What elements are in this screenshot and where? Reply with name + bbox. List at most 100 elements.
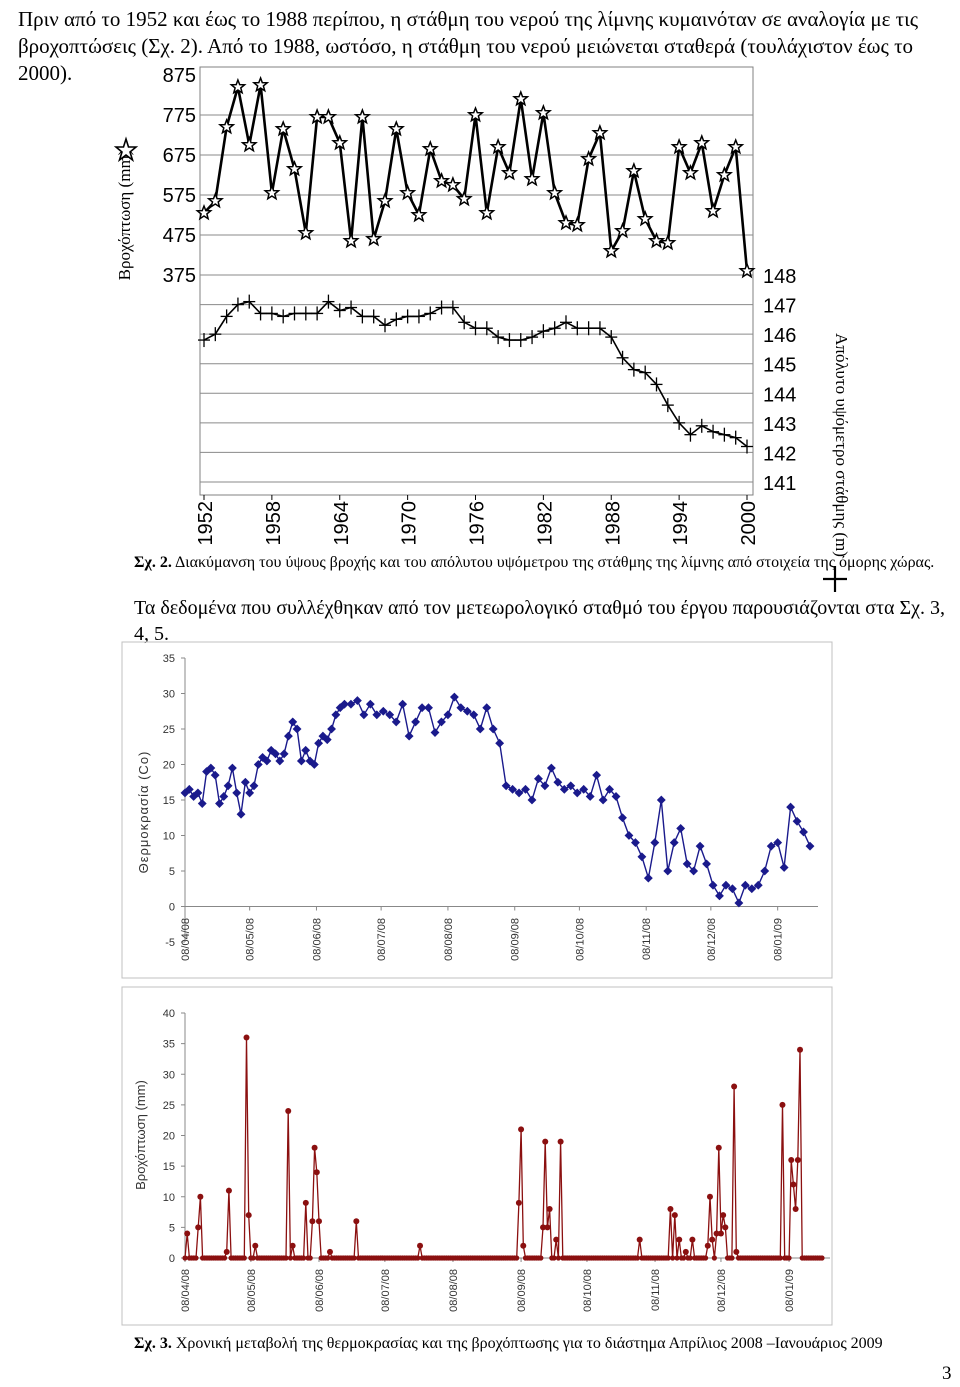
fig3b-xtick-label: 08/11/08	[650, 1269, 662, 1311]
fig3a-temperature-point	[734, 898, 744, 908]
fig3a-temperature-point	[592, 770, 602, 780]
fig2-rainfall-point	[274, 119, 292, 137]
fig3a-temperature-point	[682, 859, 692, 869]
fig3a-temperature-point	[689, 866, 699, 876]
fig3a-temperature-point	[456, 703, 466, 713]
fig3a-temperature-point	[327, 724, 336, 734]
fig3a-temperature-point	[385, 710, 395, 720]
fig3a-temperature-point	[727, 884, 737, 894]
fig3a-xtick-label: 08/08/08	[443, 918, 455, 961]
fig3a-temperature-point	[322, 735, 332, 745]
fig2-rainfall-point	[455, 189, 473, 207]
fig2-ytick-label: 675	[163, 145, 196, 167]
fig3a-temperature-point	[773, 838, 783, 848]
fig3a-temperature-point	[197, 799, 207, 808]
fig2-level-point	[492, 330, 505, 345]
fig2-level-point	[627, 362, 640, 377]
fig2-level-point	[560, 315, 572, 330]
fig3a-temperature-point	[663, 866, 673, 876]
fig2-xtick-label: 1958	[263, 501, 285, 546]
fig3b-rainfall-point	[779, 1101, 786, 1108]
fig2-xtick-label: 1964	[331, 501, 353, 546]
fig3b-rainfall-point	[794, 1157, 801, 1163]
fig3a-temperature-point	[245, 788, 255, 798]
fig3a-temperature-point	[702, 859, 711, 869]
fig3a-temperature-point	[249, 781, 259, 791]
fig3a-temperature-point	[740, 880, 750, 890]
fig3b-rainfall-point	[709, 1236, 716, 1243]
fig3a-temperature-point	[799, 827, 808, 837]
fig2-rainfall-point	[263, 183, 281, 201]
fig2-level-point	[345, 300, 358, 315]
fig2-rainfall-point	[738, 261, 756, 279]
fig3a-temperature-point	[566, 781, 576, 791]
fig2-rainfall-point	[206, 191, 225, 209]
fig2-xtick-label: 1952	[195, 501, 217, 546]
fig2-rainfall-point	[512, 89, 530, 107]
fig2-level-point	[571, 321, 584, 336]
fig3a-temperature-point	[637, 852, 647, 862]
fig3b-rainfall-point	[689, 1236, 696, 1243]
fig3a-ytick-label: 0	[169, 902, 175, 914]
fig2-rainfall-point	[602, 241, 620, 259]
fig2-rainfall-point	[308, 107, 326, 125]
fig3b-ytick-label: 25	[163, 1100, 175, 1112]
fig2-rainfall-point	[693, 133, 711, 151]
fig2-rainfall-point	[579, 149, 598, 167]
fig3a-temperature-point	[585, 792, 595, 801]
fig2-ytick-label: 775	[163, 105, 196, 127]
fig2-level-point	[480, 321, 493, 336]
fig2-level-point	[367, 309, 380, 324]
fig2-rainfall-point	[659, 233, 677, 251]
fig2-rainfall-point	[217, 117, 236, 135]
fig2-y2tick-label: 142	[763, 443, 796, 465]
fig3a-temperature-point	[540, 781, 550, 791]
fig2-rainfall-point	[444, 175, 462, 193]
fig3b-rainfall-point	[520, 1242, 527, 1249]
fig3b-rainfall-point	[540, 1224, 547, 1231]
fig3a-temperature-point	[210, 770, 220, 780]
fig2-level-point	[209, 327, 222, 342]
fig2-level-point	[582, 321, 595, 336]
fig3a-temperature-point	[346, 699, 356, 709]
fig3b-xtick-label: 08/01/09	[784, 1269, 796, 1312]
fig2-level-point	[469, 321, 482, 336]
fig2-y2tick-label: 147	[763, 296, 796, 318]
fig2-rainfall-point	[410, 205, 428, 223]
fig2-rainfall-point	[398, 183, 417, 201]
fig2-rainfall-point	[613, 221, 632, 239]
fig3b-rainfall-point	[302, 1199, 309, 1206]
fig3a-temperature-point	[508, 784, 518, 794]
fig2-level-point	[435, 300, 448, 315]
fig3b-ylabel: Βροχόπτωση (mm)	[133, 1080, 148, 1190]
fig3a-temperature-point	[279, 749, 289, 759]
fig3b-rainfall-point	[326, 1248, 333, 1255]
fig3a-temperature-point	[372, 710, 382, 720]
fig3a-temperature-point	[643, 873, 653, 883]
fig3b-rainfall-point	[353, 1218, 360, 1225]
fig2-level-point	[299, 306, 312, 321]
fig3a-temperature-point	[605, 784, 614, 794]
fig2-ytick-label: 475	[163, 225, 196, 247]
fig3a-temperature-point	[398, 699, 408, 709]
fig2-rainfall-point	[319, 107, 338, 125]
fig3a-temperature-point	[340, 699, 349, 709]
fig2-rainfall-point	[591, 123, 609, 141]
fig3b-rainfall-point	[223, 1248, 230, 1255]
fig3a-temperature-point	[352, 696, 362, 706]
fig2-rainfall-point	[421, 139, 439, 157]
fig3a-ytick-label: -5	[165, 937, 175, 949]
fig2-rainfall-point	[625, 161, 643, 179]
fig3b-rainfall-point	[676, 1236, 683, 1243]
fig2-rainfall-point	[240, 135, 258, 153]
fig3b-rainfall-point	[309, 1218, 316, 1225]
fig3a-temperature-point	[359, 710, 369, 720]
fig3a-temperature-point	[747, 884, 757, 894]
fig3b-rainfall-point	[542, 1138, 549, 1145]
fig3a-ytick-label: 35	[163, 653, 175, 665]
fig3a-temperature-point	[223, 781, 233, 791]
data-intro-paragraph: Τα δεδομένα που συλλέχθηκαν από τον μετε…	[134, 597, 945, 645]
fig3b-rainfall-point	[544, 1224, 551, 1231]
fig3a-temperature-line	[184, 695, 811, 905]
fig2-y2tick-label: 143	[763, 414, 796, 436]
